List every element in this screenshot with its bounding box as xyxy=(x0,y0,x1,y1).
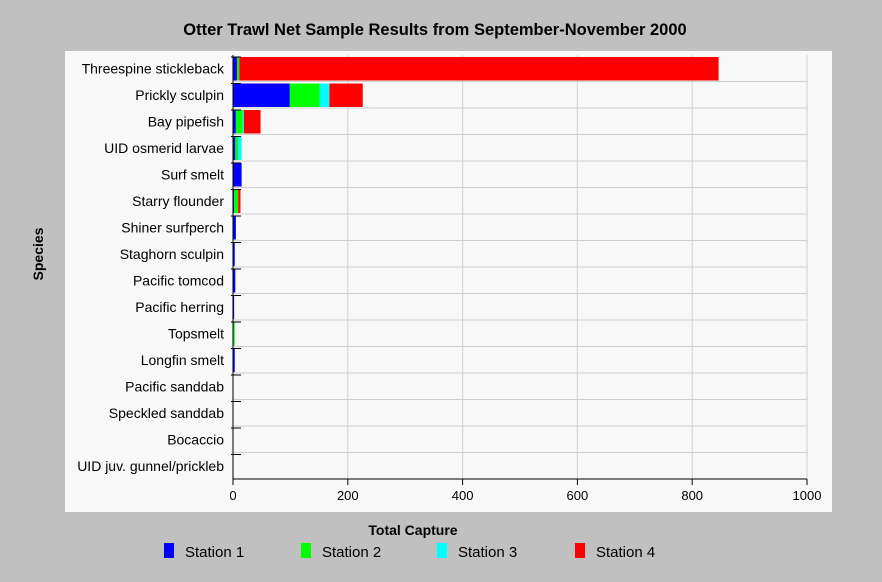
legend-label-station-3: Station 3 xyxy=(458,544,517,561)
category-label: Pacific tomcod xyxy=(133,272,224,288)
bar-segment-station-1 xyxy=(233,269,236,293)
x-tick-label: 200 xyxy=(337,488,359,503)
category-label: Surf smelt xyxy=(161,166,224,182)
category-label: Prickly sculpin xyxy=(135,87,224,103)
category-label: Threespine stickleback xyxy=(82,60,225,76)
chart-title: Otter Trawl Net Sample Results from Sept… xyxy=(183,21,686,39)
x-tick-label: 600 xyxy=(567,488,589,503)
category-label: Longfin smelt xyxy=(141,352,224,368)
category-label: UID osmerid larvae xyxy=(104,140,224,156)
legend-swatch-station-3 xyxy=(437,543,447,558)
category-label: Topsmelt xyxy=(168,325,224,341)
bar-segment-station-1 xyxy=(233,136,236,160)
bar-segment-station-1 xyxy=(233,216,236,240)
category-label: Starry flounder xyxy=(132,193,224,209)
x-tick-label: 0 xyxy=(229,488,236,503)
bar-segment-station-3 xyxy=(238,136,242,160)
category-label: Bocaccio xyxy=(167,431,224,447)
legend-label-station-2: Station 2 xyxy=(322,544,381,561)
x-tick-label: 1000 xyxy=(793,488,822,503)
legend-label-station-1: Station 1 xyxy=(185,544,244,561)
grid-layer xyxy=(233,55,808,480)
bar-segment-station-4 xyxy=(238,189,241,213)
bar-segment-station-4 xyxy=(243,110,261,134)
bar-segment-station-2 xyxy=(237,57,240,81)
bar-segment-station-2 xyxy=(235,136,239,160)
legend-swatch-station-4 xyxy=(575,543,585,558)
bar-segment-station-4 xyxy=(239,57,719,81)
category-label: Staghorn sculpin xyxy=(120,246,224,262)
y-axis-title: Species xyxy=(30,227,46,280)
axis-layer: 0 200 400 600 800 1000 Threespine stickleback P… xyxy=(77,55,821,503)
bar-segment-station-1 xyxy=(233,295,235,319)
bar-segment-station-1 xyxy=(233,163,242,187)
category-label: Speckled sanddab xyxy=(109,405,224,421)
bar-segment-station-2 xyxy=(289,83,320,107)
category-label: Bay pipefish xyxy=(148,113,224,129)
bar-segment-station-1 xyxy=(233,110,236,134)
x-tick-label: 400 xyxy=(452,488,474,503)
bar-segment-station-2 xyxy=(233,322,235,346)
legend-swatch-station-1 xyxy=(164,543,174,558)
plot-panel xyxy=(65,51,832,512)
bar-segment-station-1 xyxy=(233,83,290,107)
bar-segment-station-1 xyxy=(233,189,235,213)
bar-segment-station-1 xyxy=(233,57,238,81)
x-axis-title: Total Capture xyxy=(368,522,457,538)
bar-segment-station-1 xyxy=(233,348,235,372)
bar-segment-station-1 xyxy=(233,242,235,266)
legend-swatch-station-2 xyxy=(301,543,311,558)
bar-segment-station-2 xyxy=(235,110,243,134)
bar-segment-station-3 xyxy=(242,110,244,134)
bar-segment-station-2 xyxy=(234,189,239,213)
x-tick-label: 800 xyxy=(681,488,703,503)
category-label: UID juv. gunnel/prickleb xyxy=(77,458,224,474)
bar-segment-station-4 xyxy=(329,83,363,107)
category-label: Shiner surfperch xyxy=(121,219,224,235)
legend: Station 1 Station 2 Station 3 Station 4 xyxy=(164,543,655,561)
bars-layer xyxy=(233,57,719,372)
category-label: Pacific herring xyxy=(135,299,224,315)
bar-segment-station-3 xyxy=(319,83,330,107)
category-label: Pacific sanddab xyxy=(125,378,224,394)
legend-label-station-4: Station 4 xyxy=(596,544,655,561)
